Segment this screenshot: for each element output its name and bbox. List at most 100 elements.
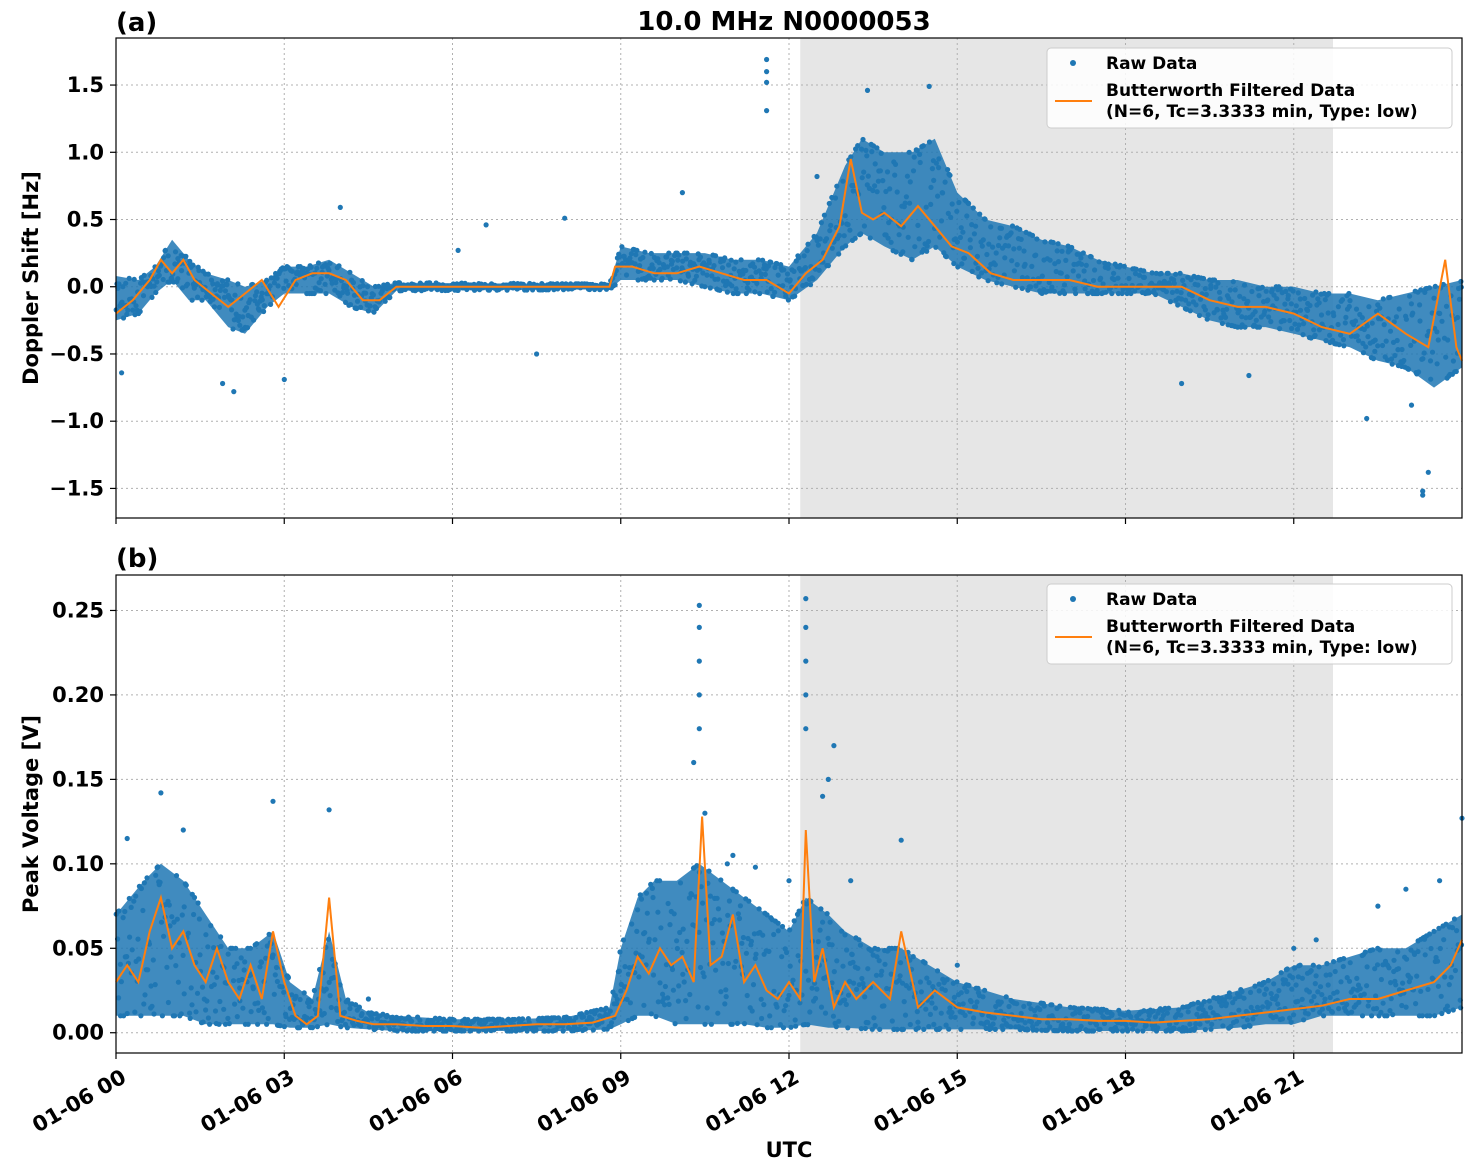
raw-data-point	[881, 1003, 887, 1009]
raw-data-point	[726, 262, 732, 268]
raw-data-point	[1366, 304, 1372, 310]
raw-data-point	[1331, 313, 1337, 319]
raw-data-point	[158, 790, 164, 796]
raw-data-point	[947, 172, 953, 178]
raw-data-point	[1276, 988, 1282, 994]
raw-data-point	[1311, 994, 1317, 1000]
raw-data-point	[936, 156, 942, 162]
raw-data-point	[1019, 285, 1025, 291]
raw-data-point	[311, 290, 317, 297]
raw-data-point	[264, 943, 270, 949]
raw-data-point	[1207, 1005, 1214, 1011]
raw-data-point	[1135, 1028, 1141, 1034]
raw-data-point	[218, 934, 224, 940]
raw-data-point	[988, 224, 994, 230]
raw-data-point	[1399, 1002, 1405, 1009]
raw-data-point	[239, 976, 245, 983]
raw-data-point	[1395, 347, 1401, 353]
raw-data-point	[685, 273, 692, 279]
raw-data-point	[1019, 274, 1025, 281]
raw-data-point	[992, 262, 998, 268]
raw-data-point	[1093, 1022, 1100, 1028]
raw-data-point	[612, 282, 618, 288]
raw-data-point	[724, 289, 731, 295]
raw-data-point	[700, 900, 706, 906]
raw-data-point	[1431, 295, 1437, 301]
raw-data-point	[750, 982, 757, 988]
raw-data-point	[739, 940, 745, 946]
panel-a-label: (a)	[116, 8, 157, 38]
raw-data-point	[712, 253, 719, 259]
raw-data-point	[243, 305, 250, 311]
raw-data-point	[1295, 998, 1301, 1004]
raw-data-point	[221, 294, 228, 300]
raw-data-point	[1098, 275, 1104, 281]
raw-data-point	[901, 999, 907, 1005]
raw-data-point	[1205, 312, 1211, 318]
raw-data-point	[1290, 975, 1296, 981]
raw-data-point	[1315, 296, 1321, 302]
raw-data-point	[1000, 1026, 1006, 1032]
raw-data-point	[928, 184, 934, 190]
raw-data-point	[864, 87, 871, 93]
raw-data-point	[389, 1014, 396, 1020]
raw-data-point	[183, 882, 189, 888]
raw-data-point	[692, 277, 698, 283]
raw-data-point	[1362, 949, 1368, 955]
raw-data-point	[860, 980, 866, 987]
raw-data-point	[1285, 981, 1291, 987]
raw-data-point	[594, 1007, 600, 1013]
raw-data-point	[902, 1012, 909, 1018]
legend-filtered-label: Butterworth Filtered Data	[1106, 617, 1355, 637]
raw-data-point	[1202, 286, 1208, 292]
raw-data-point	[1186, 301, 1192, 307]
raw-data-point	[762, 271, 768, 277]
raw-data-point	[1361, 991, 1367, 997]
raw-data-point	[926, 980, 932, 986]
raw-data-point	[1063, 257, 1069, 263]
raw-data-point	[259, 1005, 265, 1011]
raw-data-point	[285, 975, 291, 981]
raw-data-point	[265, 1015, 271, 1022]
raw-data-point	[1277, 286, 1283, 292]
raw-data-point	[715, 906, 722, 912]
raw-data-point	[717, 917, 723, 923]
raw-data-point	[1190, 1001, 1196, 1007]
raw-data-point	[709, 273, 715, 279]
raw-data-point	[836, 251, 842, 257]
raw-data-point	[1049, 1002, 1055, 1008]
raw-data-point	[1256, 293, 1262, 299]
raw-data-point	[296, 1025, 303, 1031]
raw-data-point	[803, 624, 809, 631]
raw-data-point	[160, 276, 166, 283]
raw-data-point	[780, 1025, 787, 1031]
raw-data-point	[1252, 983, 1258, 989]
raw-data-point	[181, 991, 187, 997]
raw-data-point	[1101, 1020, 1108, 1027]
raw-data-point	[736, 915, 743, 922]
raw-data-point	[862, 994, 868, 1000]
raw-data-point	[191, 911, 197, 918]
raw-data-point	[958, 225, 964, 231]
raw-data-point	[1410, 310, 1416, 316]
raw-data-point	[1214, 307, 1220, 313]
raw-data-point	[1260, 1004, 1266, 1010]
panel-a-filtered-line	[115, 158, 1463, 362]
raw-data-point	[1128, 1014, 1134, 1020]
raw-data-point	[805, 241, 811, 247]
raw-data-point	[195, 900, 201, 906]
raw-data-point	[1444, 1003, 1450, 1009]
raw-data-point	[880, 178, 886, 184]
raw-data-point	[961, 255, 968, 261]
raw-data-point	[322, 281, 328, 287]
raw-data-point	[707, 893, 714, 899]
raw-data-point	[1429, 310, 1435, 316]
raw-data-point	[1407, 293, 1413, 299]
raw-data-point	[917, 159, 923, 166]
raw-data-point	[1415, 948, 1421, 955]
raw-data-point	[1197, 296, 1204, 302]
raw-data-point	[272, 972, 278, 978]
raw-data-point	[1003, 994, 1009, 1000]
raw-data-point	[409, 1018, 415, 1024]
raw-data-point	[825, 776, 831, 783]
